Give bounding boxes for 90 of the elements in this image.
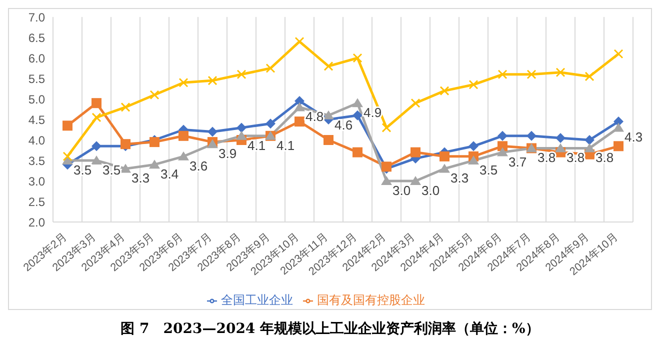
- point: [613, 122, 624, 132]
- point: [324, 61, 334, 71]
- data-label: 3.5: [480, 162, 498, 178]
- text: 图 7 2023—2024 年规模以上工业企业资产利润率（单位：%）: [120, 320, 540, 338]
- point: [352, 98, 363, 108]
- data-label: 3.8: [538, 150, 556, 166]
- point: [92, 141, 102, 152]
- point: [236, 122, 246, 133]
- y-tick-label: 2.0: [28, 215, 46, 230]
- legend-label: 全国工业企业: [221, 293, 293, 307]
- point: [236, 70, 246, 80]
- point: [555, 143, 566, 152]
- data-label: 3.0: [422, 183, 440, 198]
- point: [62, 152, 72, 162]
- point: [556, 132, 566, 143]
- data-label: 3.9: [218, 146, 237, 162]
- data-label: 4.1: [248, 138, 266, 153]
- point: [556, 68, 566, 78]
- point: [92, 112, 102, 122]
- point: [584, 143, 595, 152]
- point: [208, 126, 218, 137]
- point: [208, 76, 218, 86]
- point: [178, 78, 188, 88]
- point: [323, 110, 334, 120]
- point: [150, 90, 160, 100]
- data-label: 4.3: [624, 130, 643, 145]
- point: [294, 36, 304, 46]
- y-tick-label: 4.5: [28, 112, 46, 127]
- point: [149, 160, 160, 169]
- point: [584, 135, 594, 145]
- point: [382, 122, 392, 132]
- point: [614, 141, 624, 152]
- point: [352, 53, 362, 63]
- y-tick-label: 6.0: [28, 51, 46, 66]
- point: [497, 147, 508, 156]
- data-label: 3.6: [190, 158, 208, 174]
- point: [498, 141, 508, 152]
- point: [91, 156, 102, 164]
- data-label: 3.7: [508, 154, 527, 170]
- point: [352, 110, 362, 120]
- point: [468, 80, 478, 90]
- y-tick-label: 5.5: [28, 72, 46, 86]
- point: [468, 156, 479, 164]
- y-tick-label: 6.5: [28, 30, 46, 45]
- point: [236, 130, 247, 140]
- point: [352, 147, 362, 158]
- point: [498, 130, 508, 141]
- data-label: 4.1: [276, 138, 295, 153]
- point: [439, 164, 450, 173]
- y-tick-label: 5.0: [28, 92, 46, 106]
- point: [381, 176, 392, 185]
- point: [294, 116, 304, 127]
- point: [294, 102, 305, 112]
- data-label: 3.0: [392, 183, 411, 198]
- point: [178, 151, 189, 160]
- point: [120, 102, 130, 112]
- point: [266, 118, 276, 129]
- point: [410, 147, 420, 158]
- y-tick-label: 4.0: [28, 133, 46, 148]
- y-tick-label: 3.5: [28, 154, 46, 168]
- point: [526, 70, 536, 80]
- point: [410, 176, 421, 185]
- point: [468, 141, 478, 152]
- point: [440, 151, 450, 162]
- data-label: 3.8: [596, 150, 614, 166]
- data-label: 3.5: [102, 162, 121, 178]
- point: [266, 64, 276, 73]
- y-tick-label: 3.0: [28, 174, 46, 188]
- point: [120, 164, 131, 173]
- data-label: 4.6: [334, 117, 353, 132]
- data-label: 3.4: [160, 166, 179, 182]
- point: [440, 86, 450, 96]
- point: [498, 70, 508, 80]
- point: [584, 72, 594, 82]
- y-tick-label: 7.0: [28, 10, 46, 24]
- point: [150, 137, 160, 148]
- point: [62, 120, 72, 131]
- legend-label: 国有及国有控股企业: [317, 293, 425, 307]
- data-label: 4.8: [306, 109, 324, 124]
- data-label: 3.3: [132, 170, 150, 186]
- point: [410, 98, 420, 108]
- point: [92, 98, 102, 108]
- point: [324, 135, 334, 145]
- point: [178, 130, 188, 141]
- point: [526, 130, 536, 141]
- data-label: 3.5: [74, 162, 92, 178]
- point: [614, 49, 624, 59]
- data-label: 3.3: [450, 170, 469, 186]
- data-label: 3.8: [566, 150, 585, 166]
- y-tick-label: 2.5: [28, 194, 46, 209]
